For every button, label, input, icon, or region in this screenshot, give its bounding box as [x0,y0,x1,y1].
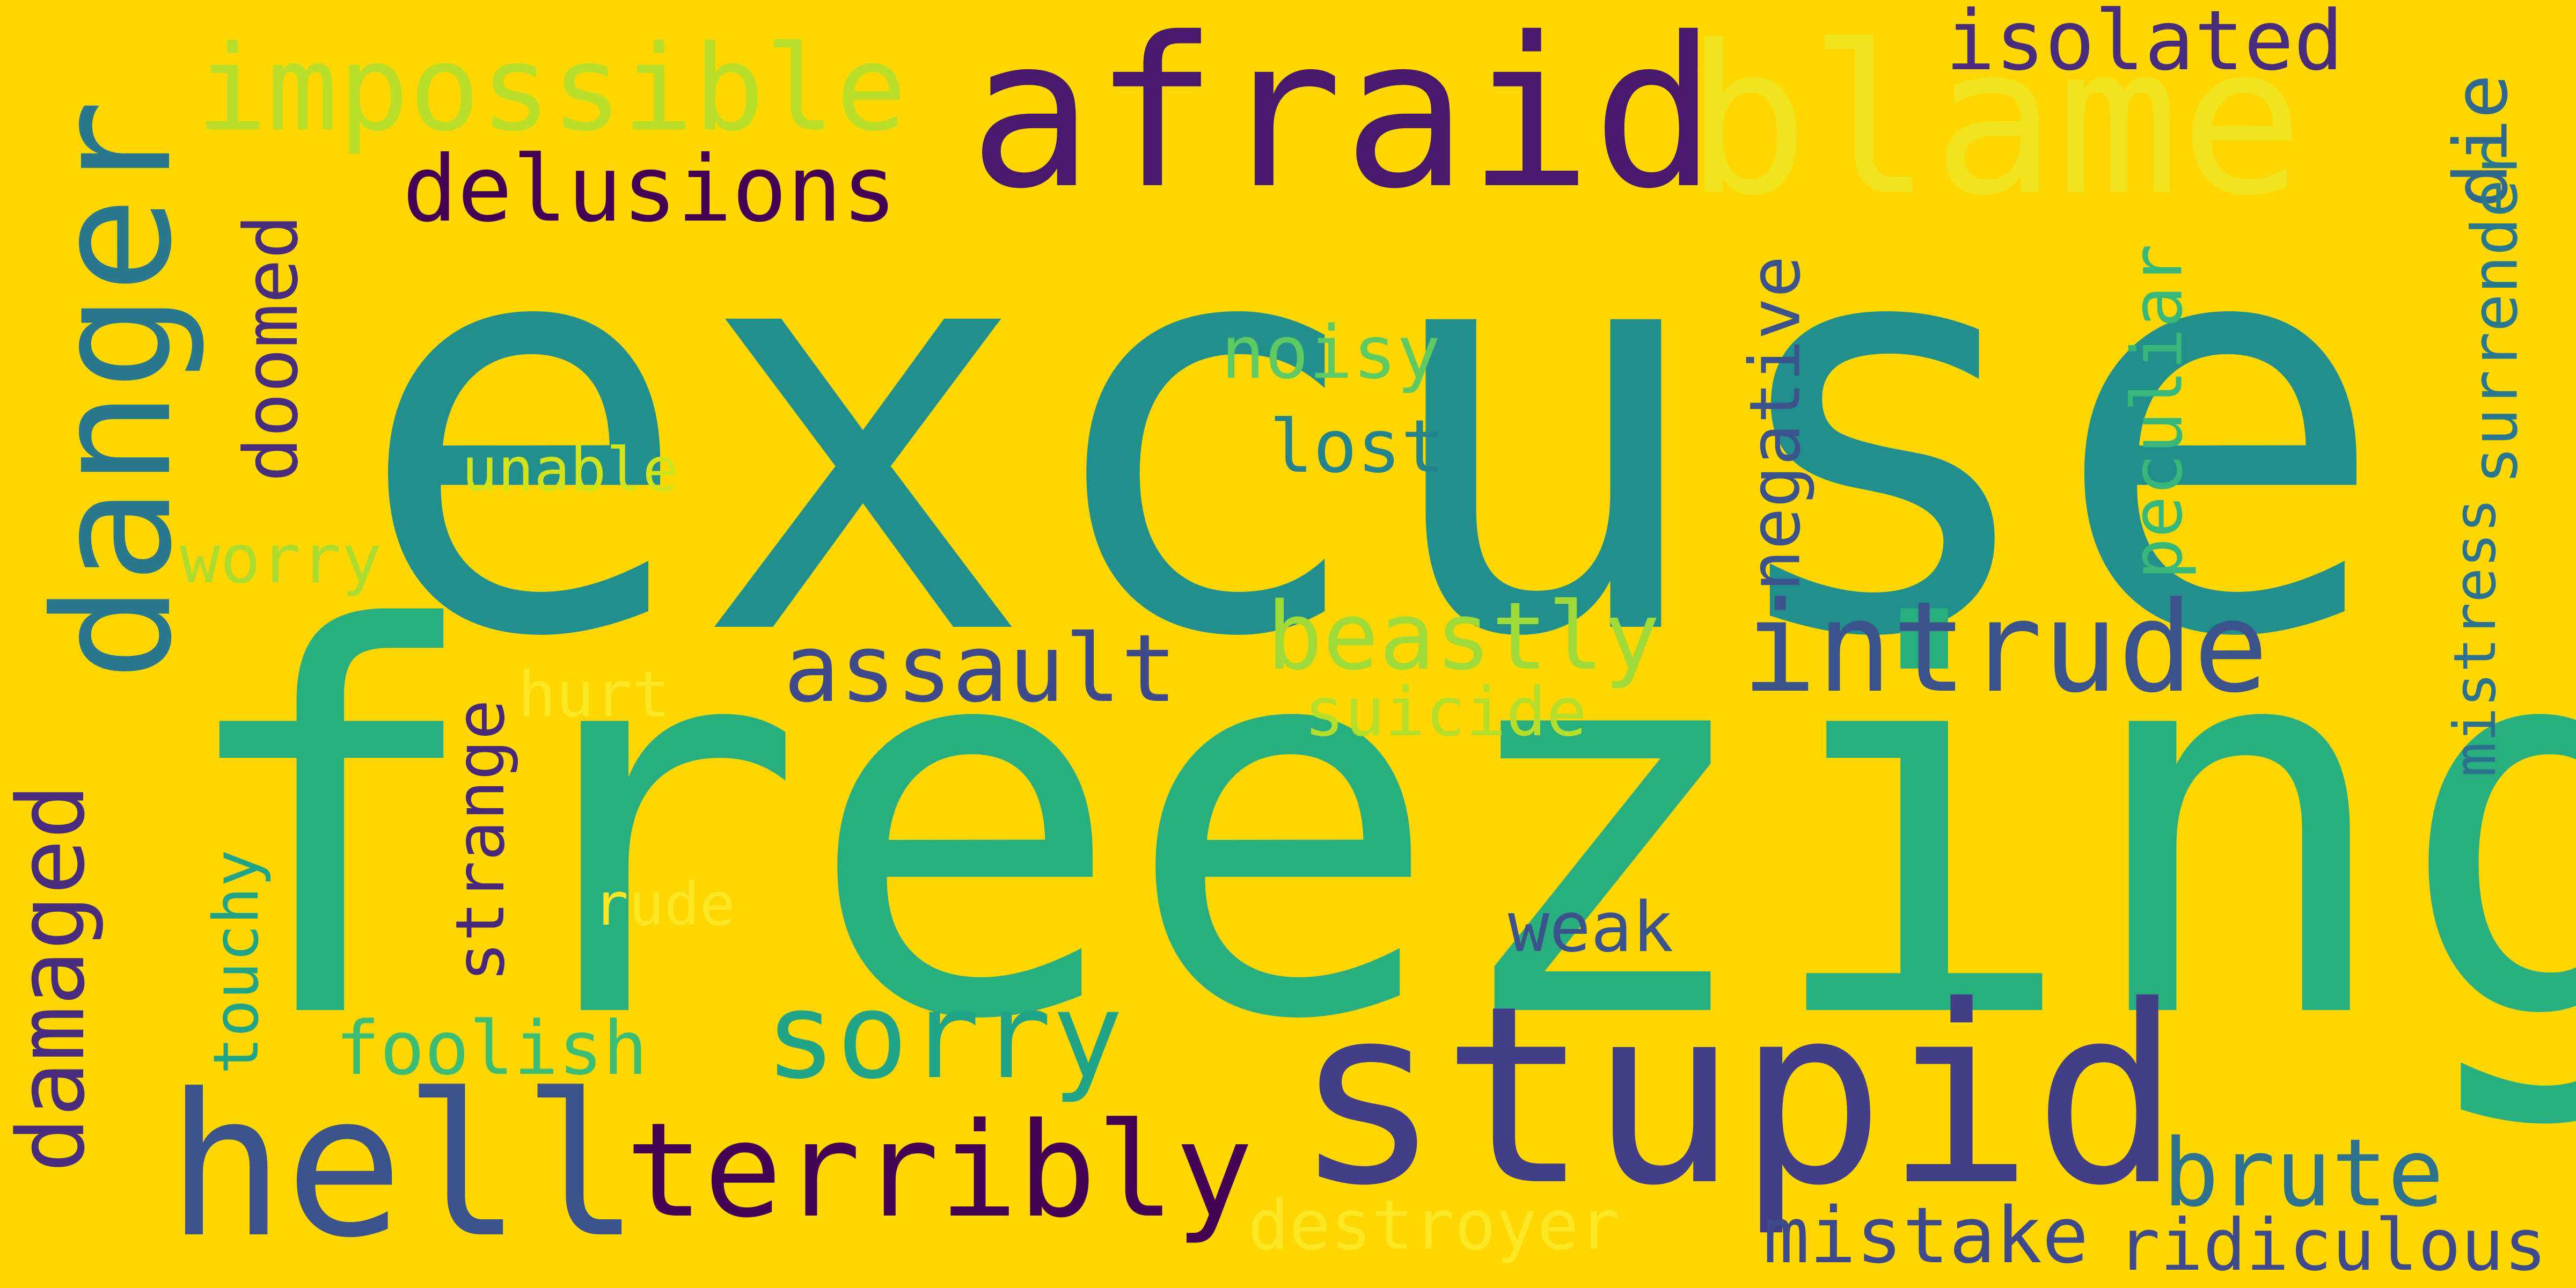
word-hurt: hurt [518,657,671,731]
word-isolated: isolated [1945,0,2344,89]
word-mistake: mistake [1763,1190,2089,1280]
word-delusions: delusions [402,136,897,243]
word-terribly: terribly [625,1095,1254,1247]
word-weak: weak [1508,888,1674,968]
word-stupid: stupid [1293,954,2182,1240]
word-rude: rude [593,870,735,939]
word-negative: negative [1734,255,1816,592]
word-strange: strange [442,699,519,982]
word-impossible: impossible [196,20,907,157]
word-afraid: afraid [969,0,1717,235]
word-peculiar: peculiar [2116,244,2198,580]
word-suicide: suicide [1304,674,1587,751]
word-damaged: damaged [0,784,105,1173]
word-beastly: beastly [1267,582,1660,691]
word-ridiculous: ridiculous [2117,1204,2547,1287]
word-blame: blame [1685,2,2304,241]
word-brute: brute [2163,1119,2444,1228]
word-lost: lost [1269,405,1445,489]
word-assault: assault [784,614,1177,723]
word-surrender: surrender [2457,141,2532,485]
word-noisy: noisy [1221,311,1441,396]
word-doomed: doomed [228,214,314,482]
word-excuse: excuse [354,104,2390,760]
word-danger: danger [20,99,207,681]
word-sorry: sorry [765,967,1124,1106]
word-intrude: intrude [1741,575,2268,720]
word-foolish: foolish [335,1005,648,1092]
word-destroyer: destroyer [1248,1185,1620,1265]
word-hell: hell [166,1051,641,1281]
word-freezing: freezing [169,520,2576,1135]
word-mistress: mistress [2442,497,2509,777]
word-touchy: touchy [200,849,273,1074]
word-worry: worry [180,521,382,598]
word-unable: unable [462,435,679,505]
